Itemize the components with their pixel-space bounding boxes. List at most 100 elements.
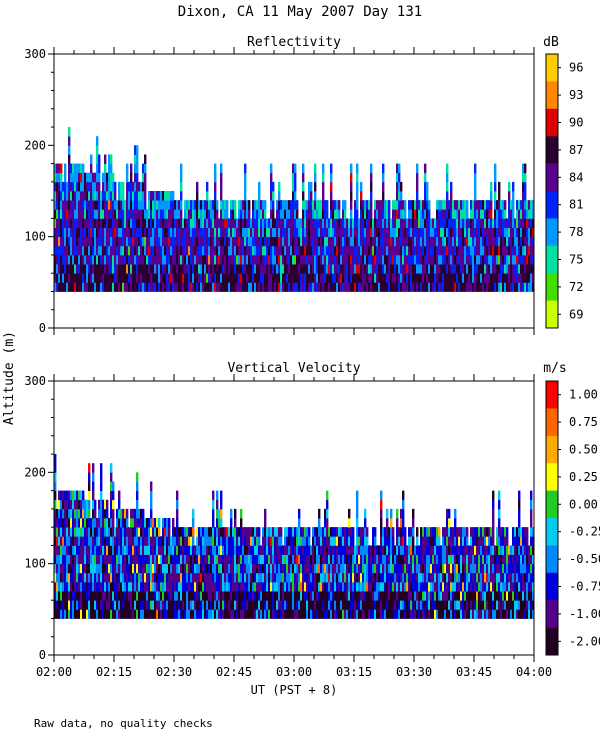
heatmap-cell (148, 191, 151, 201)
heatmap-cell (204, 254, 207, 265)
heatmap-cell (370, 191, 373, 201)
heatmap-cell (70, 591, 73, 601)
heatmap-cell (402, 600, 405, 610)
heatmap-cell (112, 609, 115, 619)
heatmap-cell (272, 545, 275, 555)
heatmap-cell (360, 600, 363, 610)
heatmap-cell (238, 527, 241, 537)
heatmap-cell (176, 545, 179, 555)
heatmap-cell (294, 181, 297, 192)
heatmap-cell (58, 254, 61, 265)
heatmap-cell (366, 218, 369, 228)
heatmap-cell (328, 245, 331, 256)
heatmap-cell (342, 554, 345, 565)
heatmap-cell (290, 218, 293, 228)
heatmap-cell (172, 236, 175, 247)
heatmap-cell (412, 518, 415, 528)
heatmap-cell (334, 264, 337, 274)
heatmap-cell (236, 254, 239, 265)
heatmap-cell (268, 282, 271, 292)
heatmap-cell (78, 273, 81, 283)
heatmap-cell (420, 218, 423, 228)
heatmap-cell (282, 200, 285, 210)
heatmap-cell (334, 218, 337, 228)
heatmap-cell (436, 563, 439, 574)
heatmap-cell (90, 209, 93, 219)
heatmap-cell (176, 245, 179, 256)
heatmap-cell (190, 581, 193, 592)
heatmap-cell (428, 227, 431, 238)
heatmap-cell (306, 527, 309, 537)
heatmap-cell (82, 181, 85, 192)
heatmap-cell (208, 609, 211, 619)
heatmap-cell (66, 563, 69, 574)
heatmap-cell (408, 563, 411, 574)
heatmap-cell (436, 581, 439, 592)
heatmap-cell (118, 490, 121, 501)
heatmap-cell (390, 536, 393, 546)
heatmap-cell (326, 554, 329, 565)
heatmap-cell (62, 600, 65, 610)
heatmap-cell (168, 572, 171, 583)
heatmap-cell (72, 600, 75, 610)
heatmap-cell (280, 591, 283, 601)
heatmap-cell (196, 236, 199, 247)
heatmap-cell (76, 545, 79, 555)
heatmap-cell (164, 218, 167, 228)
heatmap-cell (390, 572, 393, 583)
heatmap-cell (388, 218, 391, 228)
heatmap-cell (158, 609, 161, 619)
heatmap-cell (182, 264, 185, 274)
heatmap-cell (286, 545, 289, 555)
heatmap-cell (316, 200, 319, 210)
heatmap-cell (474, 218, 477, 228)
heatmap-cell (94, 563, 97, 574)
heatmap-cell (314, 591, 317, 601)
heatmap-cell (64, 600, 67, 610)
heatmap-cell (194, 591, 197, 601)
heatmap-cell (70, 181, 73, 192)
heatmap-cell (96, 245, 99, 256)
heatmap-cell (116, 227, 119, 238)
heatmap-cell (514, 227, 517, 238)
heatmap-cell (96, 254, 99, 265)
heatmap-cell (270, 563, 273, 574)
heatmap-cell (56, 218, 59, 228)
heatmap-cell (304, 227, 307, 238)
heatmap-cell (80, 527, 83, 537)
heatmap-cell (126, 527, 129, 537)
heatmap-cell (440, 209, 443, 219)
heatmap-cell (472, 218, 475, 228)
heatmap-cell (334, 209, 337, 219)
heatmap-cell (368, 545, 371, 555)
heatmap-cell (482, 254, 485, 265)
heatmap-cell (488, 273, 491, 283)
heatmap-cell (92, 609, 95, 619)
heatmap-cell (150, 490, 153, 501)
heatmap-cell (238, 273, 241, 283)
heatmap-cell (332, 527, 335, 537)
heatmap-cell (176, 518, 179, 528)
heatmap-cell (298, 273, 301, 283)
heatmap-cell (210, 209, 213, 219)
heatmap-cell (334, 600, 337, 610)
heatmap-cell (284, 600, 287, 610)
heatmap-cell (176, 264, 179, 274)
heatmap-cell (288, 236, 291, 247)
heatmap-cell (254, 200, 257, 210)
heatmap-cell (172, 191, 175, 201)
heatmap-cell (408, 200, 411, 210)
heatmap-cell (352, 282, 355, 292)
heatmap-cell (520, 264, 523, 274)
heatmap-cell (142, 508, 145, 519)
heatmap-cell (210, 572, 213, 583)
heatmap-cell (136, 472, 139, 482)
heatmap-cell (362, 282, 365, 292)
heatmap-cell (518, 200, 521, 210)
heatmap-cell (166, 554, 169, 565)
heatmap-cell (454, 209, 457, 219)
heatmap-cell (54, 254, 57, 265)
heatmap-cell (60, 181, 63, 192)
heatmap-cell (326, 282, 329, 292)
heatmap-cell (118, 218, 121, 228)
